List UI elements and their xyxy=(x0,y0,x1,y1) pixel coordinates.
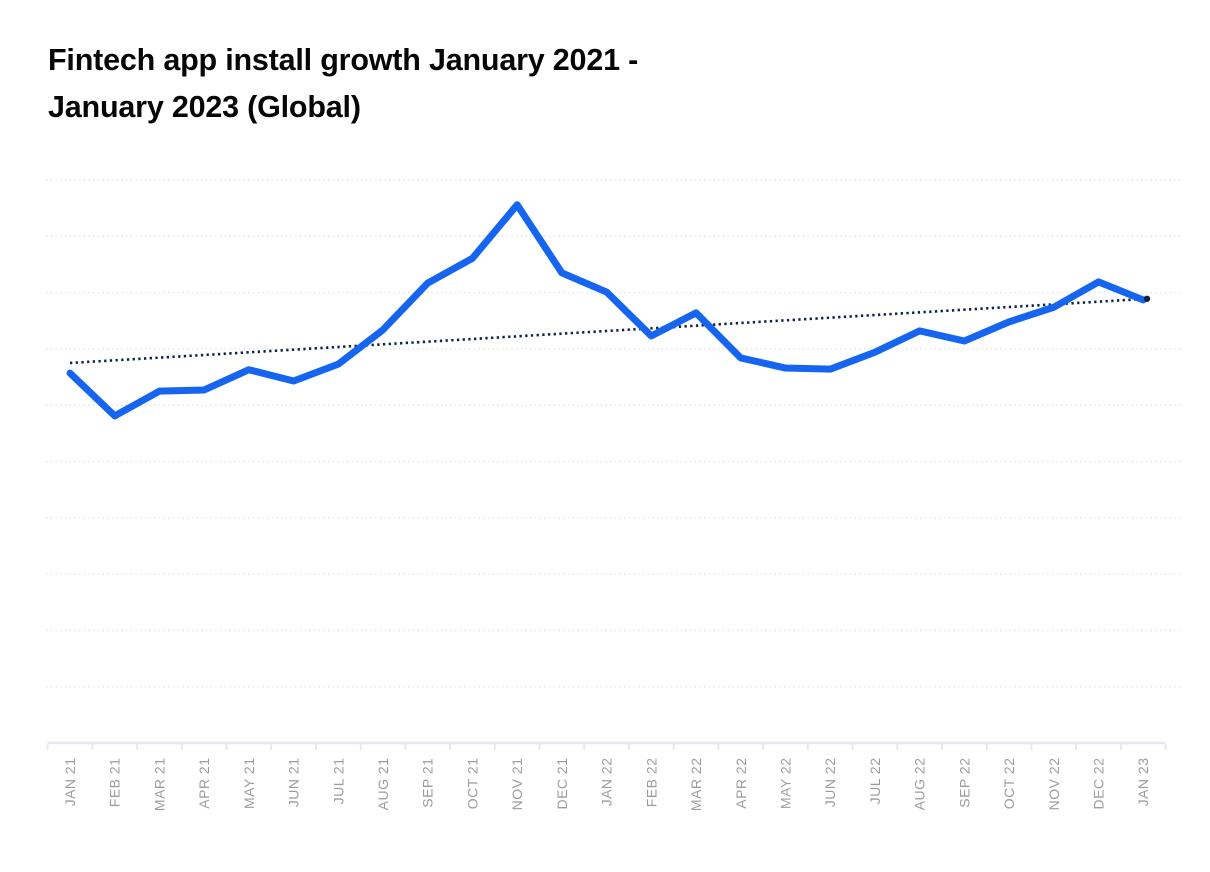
x-axis-label: JUL 21 xyxy=(330,758,346,805)
x-axis-label: FEB 22 xyxy=(643,758,659,808)
x-axis-label: JAN 22 xyxy=(599,758,615,807)
x-axis-label: AUG 21 xyxy=(375,758,391,811)
x-axis-label: SEP 21 xyxy=(420,758,436,808)
x-axis-label: DEC 22 xyxy=(1090,758,1106,810)
x-axis-label: FEB 21 xyxy=(107,758,123,808)
install-growth-line xyxy=(66,201,1147,420)
x-axis-label: DEC 21 xyxy=(554,758,570,810)
x-axis-label: SEP 22 xyxy=(956,758,972,808)
x-axis-label: MAY 22 xyxy=(777,758,793,810)
x-axis-label: MAR 21 xyxy=(151,758,167,812)
x-axis-label: JAN 23 xyxy=(1135,758,1151,807)
chart-title: Fintech app install growth January 2021 … xyxy=(48,37,638,131)
x-axis-label: APR 21 xyxy=(196,758,212,809)
x-axis-label: OCT 21 xyxy=(464,758,480,810)
x-axis-label: MAR 22 xyxy=(688,758,704,812)
x-axis-label: AUG 22 xyxy=(912,758,928,811)
x-axis-label: NOV 22 xyxy=(1046,758,1062,811)
x-axis-label: MAY 21 xyxy=(241,758,257,810)
x-axis-label: NOV 21 xyxy=(509,758,525,811)
x-axis-label: JAN 21 xyxy=(62,758,78,807)
trend-line-end-dot xyxy=(1143,295,1151,302)
x-axis-label: OCT 22 xyxy=(1001,758,1017,810)
x-axis-label: JUN 22 xyxy=(822,758,838,808)
x-axis-label: JUN 21 xyxy=(286,758,302,808)
x-axis-label: JUL 22 xyxy=(867,758,883,805)
x-axis-label: APR 22 xyxy=(733,758,749,809)
chart-title-line2: January 2023 (Global) xyxy=(48,90,361,124)
chart-title-line1: Fintech app install growth January 2021 … xyxy=(48,43,639,77)
